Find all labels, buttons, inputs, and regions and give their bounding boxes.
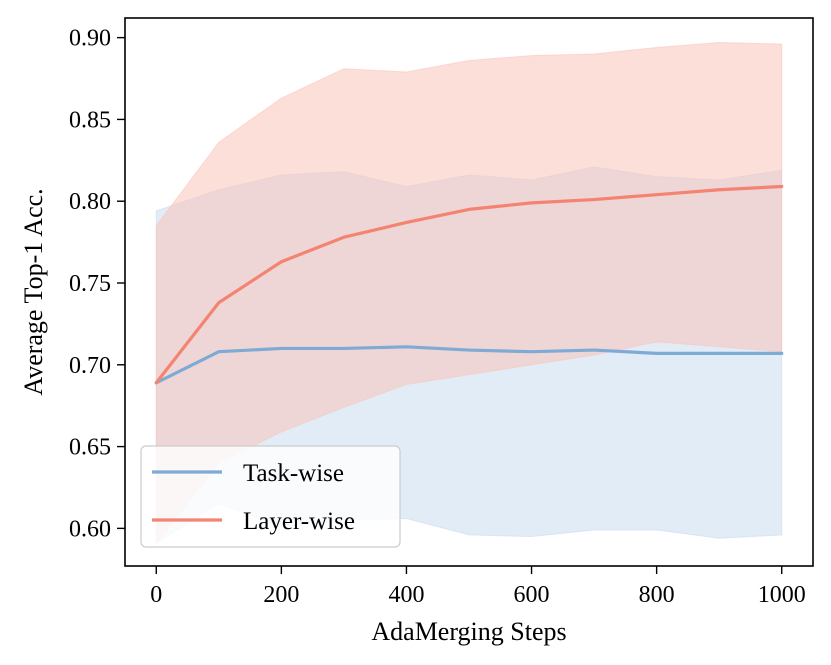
x-tick-label: 0	[150, 582, 162, 608]
y-tick-label: 0.85	[69, 107, 111, 133]
band-layer-wise	[155, 42, 783, 545]
x-tick-label: 200	[263, 582, 299, 608]
x-tick-label: 800	[639, 582, 675, 608]
y-tick-label: 0.65	[69, 435, 111, 461]
y-axis: 0.60 0.65 0.70 0.75 0.80 0.85 0.90	[69, 26, 125, 542]
x-axis-label: AdaMerging Steps	[371, 617, 566, 646]
y-tick-label: 0.80	[69, 189, 111, 215]
legend-label-task-wise: Task-wise	[243, 460, 344, 487]
series-lines	[154, 184, 784, 385]
legend: Task-wise Layer-wise	[140, 445, 401, 548]
y-axis-label: Average Top-1 Acc.	[19, 188, 48, 395]
x-axis: 0 200 400 600 800 1000	[150, 566, 806, 608]
x-tick-label: 600	[514, 582, 550, 608]
x-tick-label: 400	[388, 582, 424, 608]
plot-frame	[124, 17, 814, 567]
y-tick-label: 0.70	[69, 353, 111, 379]
y-tick-label: 0.90	[69, 26, 111, 52]
legend-label-layer-wise: Layer-wise	[243, 508, 355, 535]
x-tick-label: 1000	[758, 582, 806, 608]
y-tick-label: 0.75	[69, 271, 111, 297]
y-tick-label: 0.60	[69, 516, 111, 542]
